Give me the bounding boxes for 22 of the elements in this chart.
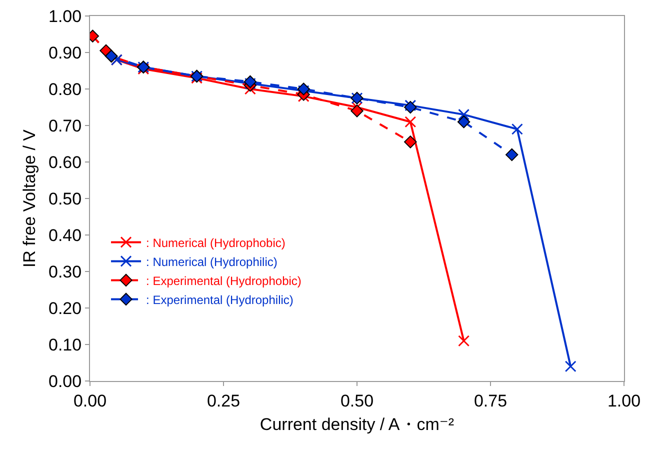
y-tick-label: 0.60 [48, 152, 82, 172]
y-tick-label: 0.00 [48, 372, 82, 391]
legend-label: : Experimental (Hydrophilic) [146, 292, 294, 307]
legend-label: : Experimental (Hydrophobic) [146, 274, 302, 288]
x-tick-label: 0.25 [206, 391, 240, 410]
y-tick-label: 0.30 [48, 262, 82, 282]
y-tick-label: 0.40 [48, 226, 82, 245]
y-tick-label: 0.50 [48, 189, 82, 208]
legend-label: : Numerical (Hydrophobic) [146, 236, 286, 250]
y-tick-label: 0.70 [48, 116, 82, 136]
x-tick-label: 1.00 [607, 391, 641, 410]
y-tick-label: 0.10 [48, 335, 82, 354]
x-tick-label: 0.00 [73, 391, 107, 410]
x-axis-title: Current density / A・cm⁻² [260, 414, 454, 434]
y-tick-label: 0.80 [48, 80, 82, 99]
y-tick-label: 1.00 [48, 6, 82, 26]
x-tick-label: 0.50 [340, 391, 374, 410]
y-tick-label: 0.90 [48, 43, 82, 62]
legend-label: : Numerical (Hydrophilic) [146, 254, 278, 269]
y-axis-title: IR free Voltage / V [20, 128, 40, 268]
x-tick-label: 0.75 [474, 391, 508, 410]
y-tick-label: 0.20 [48, 298, 82, 318]
